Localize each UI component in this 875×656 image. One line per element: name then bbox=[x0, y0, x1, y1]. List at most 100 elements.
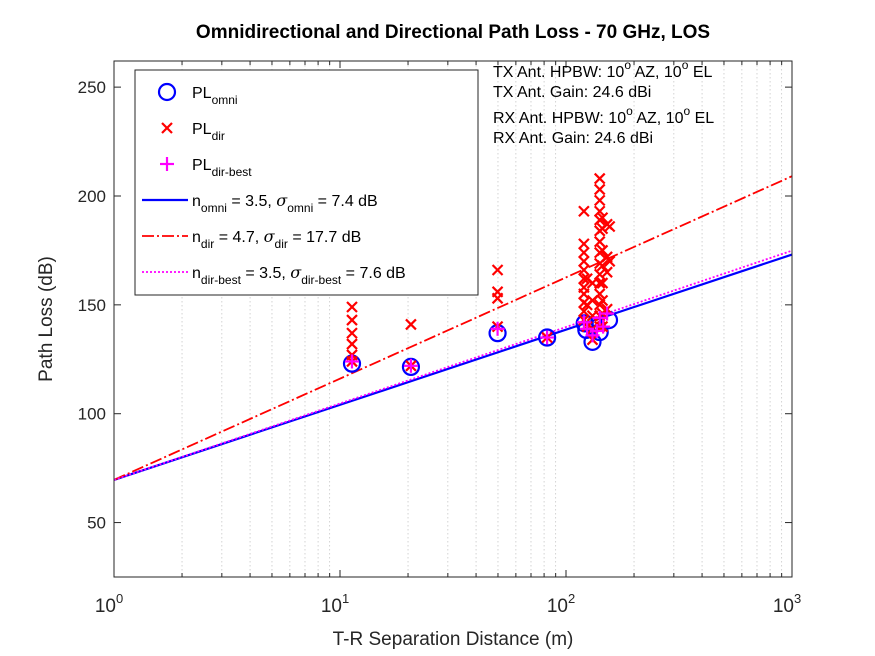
annotation-line: RX Ant. Gain: 24.6 dBi bbox=[493, 130, 653, 147]
marker-pl_dir bbox=[346, 314, 358, 326]
axes-box bbox=[113, 60, 793, 578]
text-part: = 3.5, bbox=[241, 265, 290, 282]
marker-pl_dir bbox=[578, 246, 590, 259]
data-markers bbox=[342, 172, 619, 376]
marker-pl_dir bbox=[596, 259, 609, 272]
x-tick-label: 102 bbox=[547, 591, 575, 617]
text-part: dir bbox=[201, 237, 214, 251]
y-tick-label: 200 bbox=[78, 187, 106, 206]
marker-pl_dir_best bbox=[403, 358, 418, 373]
marker-pl_dir_best bbox=[592, 310, 607, 325]
marker-pl_dir bbox=[491, 292, 504, 305]
annotation-line: TX Ant. Gain: 24.6 dBi bbox=[493, 84, 651, 101]
text-part: TX Ant. HPBW: 10 bbox=[493, 64, 624, 81]
legend-item-pl_dir: PLdir bbox=[161, 121, 225, 143]
text-part: σ bbox=[290, 263, 302, 282]
marker-pl_dir bbox=[601, 266, 613, 278]
x-tick-label-base: 10 bbox=[95, 596, 116, 617]
x-tick-label: 103 bbox=[773, 591, 801, 617]
text-part: dir-best bbox=[301, 273, 342, 287]
text-part: = 3.5, bbox=[227, 193, 276, 210]
marker-pl_dir bbox=[578, 288, 590, 300]
text-part: AZ, 10 bbox=[631, 64, 682, 81]
text-part: = 7.6 dB bbox=[341, 265, 406, 282]
marker-pl_dir bbox=[346, 338, 358, 350]
annotation-line: RX Ant. HPBW: 10o AZ, 10o EL bbox=[493, 104, 714, 127]
text-part: dir bbox=[212, 129, 225, 143]
x-tick-label-exp: 3 bbox=[794, 591, 801, 606]
x-tick-label-base: 10 bbox=[547, 596, 568, 617]
text-part: o bbox=[626, 104, 633, 118]
x-tick-label: 101 bbox=[321, 591, 349, 617]
marker-pl_dir bbox=[596, 244, 609, 257]
text-part: n bbox=[192, 193, 201, 210]
legend-symbol-pl_omni bbox=[157, 82, 177, 102]
text-part: dir-best bbox=[201, 273, 242, 287]
marker-pl_dir bbox=[593, 205, 606, 218]
marker-pl_dir bbox=[578, 205, 590, 218]
marker-pl_dir bbox=[593, 194, 606, 207]
text-part: n bbox=[192, 229, 201, 246]
text-part: σ bbox=[264, 227, 276, 246]
legend-label-fit_omni: nomni = 3.5, σomni = 7.4 dB bbox=[192, 191, 378, 215]
text-part: PL bbox=[192, 121, 212, 138]
chart-title: Omnidirectional and Directional Path Los… bbox=[196, 22, 710, 43]
text-part: n bbox=[192, 265, 201, 282]
legend-item-fit_dir_best: ndir-best = 3.5, σdir-best = 7.6 dB bbox=[142, 263, 406, 287]
marker-pl_dir bbox=[578, 238, 590, 250]
legend-label-pl_omni: PLomni bbox=[192, 85, 238, 107]
marker-pl_dir bbox=[405, 318, 417, 331]
text-part: omni bbox=[287, 201, 313, 215]
legend-item-pl_dir_best: PLdir-best bbox=[160, 157, 252, 179]
marker-pl_dir bbox=[593, 235, 606, 248]
marker-pl_omni bbox=[538, 328, 557, 347]
marker-pl_dir_best bbox=[490, 321, 505, 336]
legend-item-fit_omni: nomni = 3.5, σomni = 7.4 dB bbox=[142, 191, 378, 215]
legend-item-pl_omni: PLomni bbox=[157, 82, 238, 107]
x-tick-label-exp: 0 bbox=[116, 591, 123, 606]
x-tick-label-base: 10 bbox=[321, 596, 342, 617]
text-part: o bbox=[683, 104, 690, 118]
y-tick-label: 250 bbox=[78, 78, 106, 97]
fit-lines bbox=[114, 175, 792, 481]
marker-pl_dir_best bbox=[344, 354, 359, 369]
legend-label-fit_dir: ndir = 4.7, σdir = 17.7 dB bbox=[192, 227, 361, 251]
text-part: EL bbox=[688, 64, 712, 81]
marker-pl_dir bbox=[491, 264, 504, 276]
text-part: omni bbox=[201, 201, 227, 215]
text-part: o bbox=[624, 58, 631, 72]
legend-label-pl_dir: PLdir bbox=[192, 121, 225, 143]
marker-pl_dir bbox=[578, 272, 590, 285]
text-part: TX Ant. Gain: 24.6 dBi bbox=[493, 84, 651, 101]
y-tick-label: 50 bbox=[87, 514, 106, 533]
y-tick-label: 100 bbox=[78, 405, 106, 424]
marker-pl_dir bbox=[603, 255, 616, 268]
text-part: o bbox=[682, 58, 689, 72]
legend-label-pl_dir_best: PLdir-best bbox=[192, 157, 252, 179]
x-tick-label-exp: 2 bbox=[568, 591, 575, 606]
marker-pl_dir bbox=[346, 327, 358, 339]
text-part: omni bbox=[212, 93, 238, 107]
legend-symbol-pl_dir bbox=[161, 122, 173, 134]
text-part: PL bbox=[192, 85, 212, 102]
fit-line-fit_omni bbox=[114, 253, 792, 481]
text-part: RX Ant. Gain: 24.6 dBi bbox=[493, 130, 653, 147]
plot-area bbox=[114, 172, 792, 481]
x-tick-label: 100 bbox=[95, 591, 123, 617]
legend-box bbox=[134, 69, 479, 296]
x-tick-label-exp: 1 bbox=[342, 591, 349, 606]
legend-label-fit_dir_best: ndir-best = 3.5, σdir-best = 7.6 dB bbox=[192, 263, 406, 287]
marker-pl_dir bbox=[593, 277, 606, 289]
marker-pl_dir_best bbox=[540, 330, 555, 345]
text-part: = 17.7 dB bbox=[288, 229, 361, 246]
marker-pl_dir_best bbox=[576, 315, 591, 330]
text-part: dir bbox=[275, 237, 288, 251]
marker-pl_dir_best bbox=[596, 319, 611, 334]
marker-pl_dir bbox=[578, 264, 590, 276]
annotation-line: TX Ant. HPBW: 10o AZ, 10o EL bbox=[493, 58, 713, 81]
marker-pl_dir_best bbox=[600, 306, 615, 321]
text-part: = 4.7, bbox=[214, 229, 263, 246]
